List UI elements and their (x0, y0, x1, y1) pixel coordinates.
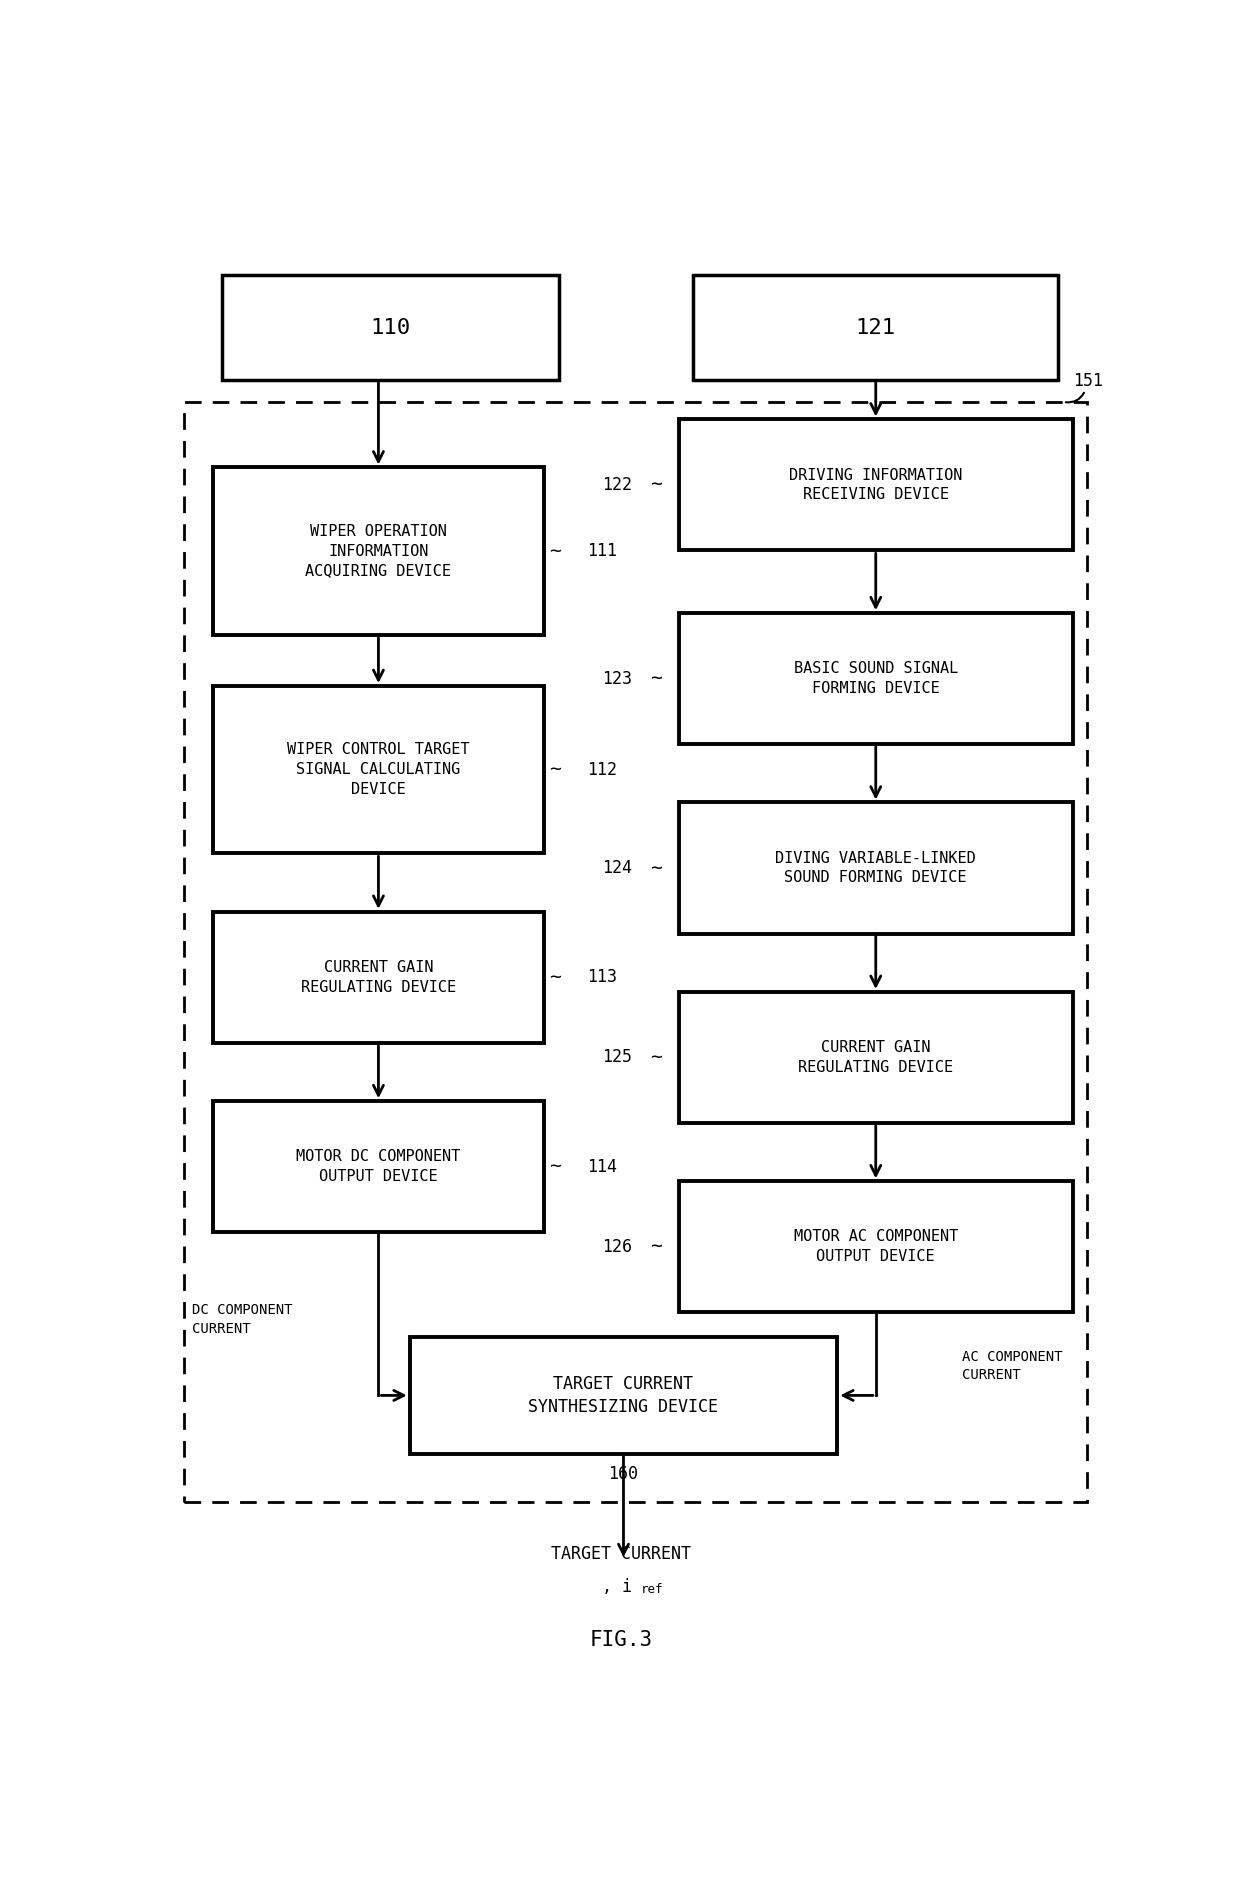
FancyBboxPatch shape (213, 912, 544, 1042)
Text: MOTOR DC COMPONENT
OUTPUT DEVICE: MOTOR DC COMPONENT OUTPUT DEVICE (296, 1148, 460, 1184)
Text: AC COMPONENT
CURRENT: AC COMPONENT CURRENT (962, 1351, 1063, 1383)
Text: 126: 126 (601, 1237, 632, 1256)
Text: WIPER OPERATION
INFORMATION
ACQUIRING DEVICE: WIPER OPERATION INFORMATION ACQUIRING DE… (305, 524, 451, 579)
Text: 114: 114 (588, 1158, 618, 1175)
Text: ref: ref (640, 1584, 663, 1597)
FancyBboxPatch shape (213, 467, 544, 636)
Text: CURRENT GAIN
REGULATING DEVICE: CURRENT GAIN REGULATING DEVICE (799, 1041, 954, 1075)
Text: ~: ~ (650, 475, 662, 494)
Text: BASIC SOUND SIGNAL
FORMING DEVICE: BASIC SOUND SIGNAL FORMING DEVICE (794, 662, 957, 696)
Text: ~: ~ (650, 670, 662, 689)
Text: 112: 112 (588, 761, 618, 780)
Text: 111: 111 (588, 543, 618, 560)
Text: 125: 125 (601, 1048, 632, 1067)
FancyBboxPatch shape (678, 991, 1073, 1124)
Text: CURRENT GAIN
REGULATING DEVICE: CURRENT GAIN REGULATING DEVICE (301, 959, 456, 995)
Text: 122: 122 (601, 477, 632, 494)
Text: 113: 113 (588, 969, 618, 986)
FancyBboxPatch shape (678, 420, 1073, 551)
Text: 121: 121 (856, 318, 895, 337)
Text: FIG.3: FIG.3 (589, 1631, 652, 1650)
Text: , i: , i (601, 1578, 632, 1595)
Text: 123: 123 (601, 670, 632, 687)
Text: 151: 151 (1073, 373, 1102, 390)
Text: DIVING VARIABLE-LINKED
SOUND FORMING DEVICE: DIVING VARIABLE-LINKED SOUND FORMING DEV… (775, 851, 976, 885)
FancyBboxPatch shape (409, 1338, 837, 1453)
Text: DC COMPONENT
CURRENT: DC COMPONENT CURRENT (191, 1304, 291, 1336)
FancyBboxPatch shape (222, 274, 558, 380)
FancyBboxPatch shape (693, 274, 1059, 380)
FancyBboxPatch shape (213, 687, 544, 853)
Text: 110: 110 (371, 318, 410, 337)
FancyBboxPatch shape (678, 802, 1073, 933)
Text: TARGET CURRENT
SYNTHESIZING DEVICE: TARGET CURRENT SYNTHESIZING DEVICE (528, 1375, 718, 1417)
Text: ~: ~ (650, 1048, 662, 1067)
Text: ~: ~ (549, 969, 560, 988)
Text: TARGET CURRENT: TARGET CURRENT (551, 1546, 691, 1563)
Text: ~: ~ (650, 859, 662, 878)
FancyBboxPatch shape (678, 613, 1073, 744)
Text: WIPER CONTROL TARGET
SIGNAL CALCULATING
DEVICE: WIPER CONTROL TARGET SIGNAL CALCULATING … (288, 742, 470, 797)
FancyBboxPatch shape (678, 1181, 1073, 1313)
Text: ~: ~ (549, 541, 560, 560)
Text: DRIVING INFORMATION
RECEIVING DEVICE: DRIVING INFORMATION RECEIVING DEVICE (789, 467, 962, 501)
Text: ~: ~ (549, 761, 560, 780)
Text: 160: 160 (609, 1464, 639, 1483)
Text: MOTOR AC COMPONENT
OUTPUT DEVICE: MOTOR AC COMPONENT OUTPUT DEVICE (794, 1230, 957, 1264)
FancyBboxPatch shape (213, 1101, 544, 1232)
Text: ~: ~ (549, 1158, 560, 1177)
Text: ~: ~ (650, 1237, 662, 1256)
Text: 124: 124 (601, 859, 632, 878)
